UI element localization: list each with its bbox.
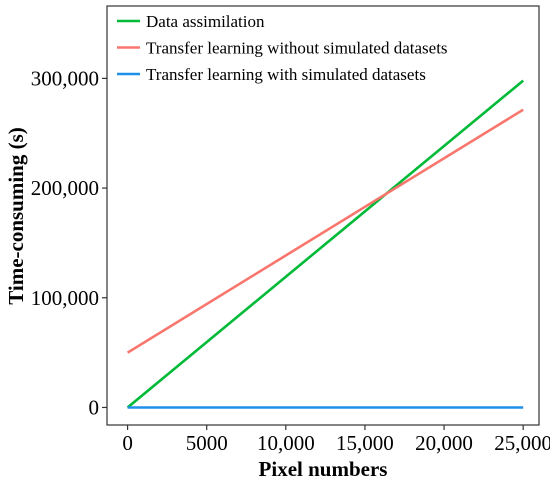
legend-label: Data assimilation bbox=[146, 12, 265, 31]
x-axis: 0 5000 10,000 15,000 20,000 25,000 bbox=[122, 425, 550, 455]
series-line-2 bbox=[126, 108, 524, 354]
y-tick-label: 0 bbox=[89, 395, 100, 419]
y-axis: 0 100,000 200,000 300,000 bbox=[31, 66, 107, 419]
x-tick-label: 0 bbox=[122, 431, 133, 455]
legend: Data assimilation Transfer learning witho… bbox=[117, 12, 448, 84]
x-axis-title: Pixel numbers bbox=[259, 457, 388, 481]
series-line-1 bbox=[126, 79, 525, 409]
x-tick-label: 25,000 bbox=[494, 431, 550, 455]
y-tick-label: 300,000 bbox=[31, 66, 99, 90]
y-tick-label: 100,000 bbox=[31, 286, 99, 310]
plot-panel bbox=[106, 5, 540, 426]
y-axis-title: Time-consuming (s) bbox=[4, 127, 28, 305]
x-tick-label: 5000 bbox=[186, 431, 228, 455]
x-tick-label: 10,000 bbox=[257, 431, 315, 455]
series-layer bbox=[126, 79, 525, 409]
x-tick-label: 15,000 bbox=[336, 431, 394, 455]
legend-label: Transfer learning with simulated dataset… bbox=[146, 65, 426, 84]
x-tick-label: 20,000 bbox=[415, 431, 473, 455]
y-tick-label: 200,000 bbox=[31, 176, 99, 200]
legend-label: Transfer learning without simulated data… bbox=[146, 39, 448, 58]
